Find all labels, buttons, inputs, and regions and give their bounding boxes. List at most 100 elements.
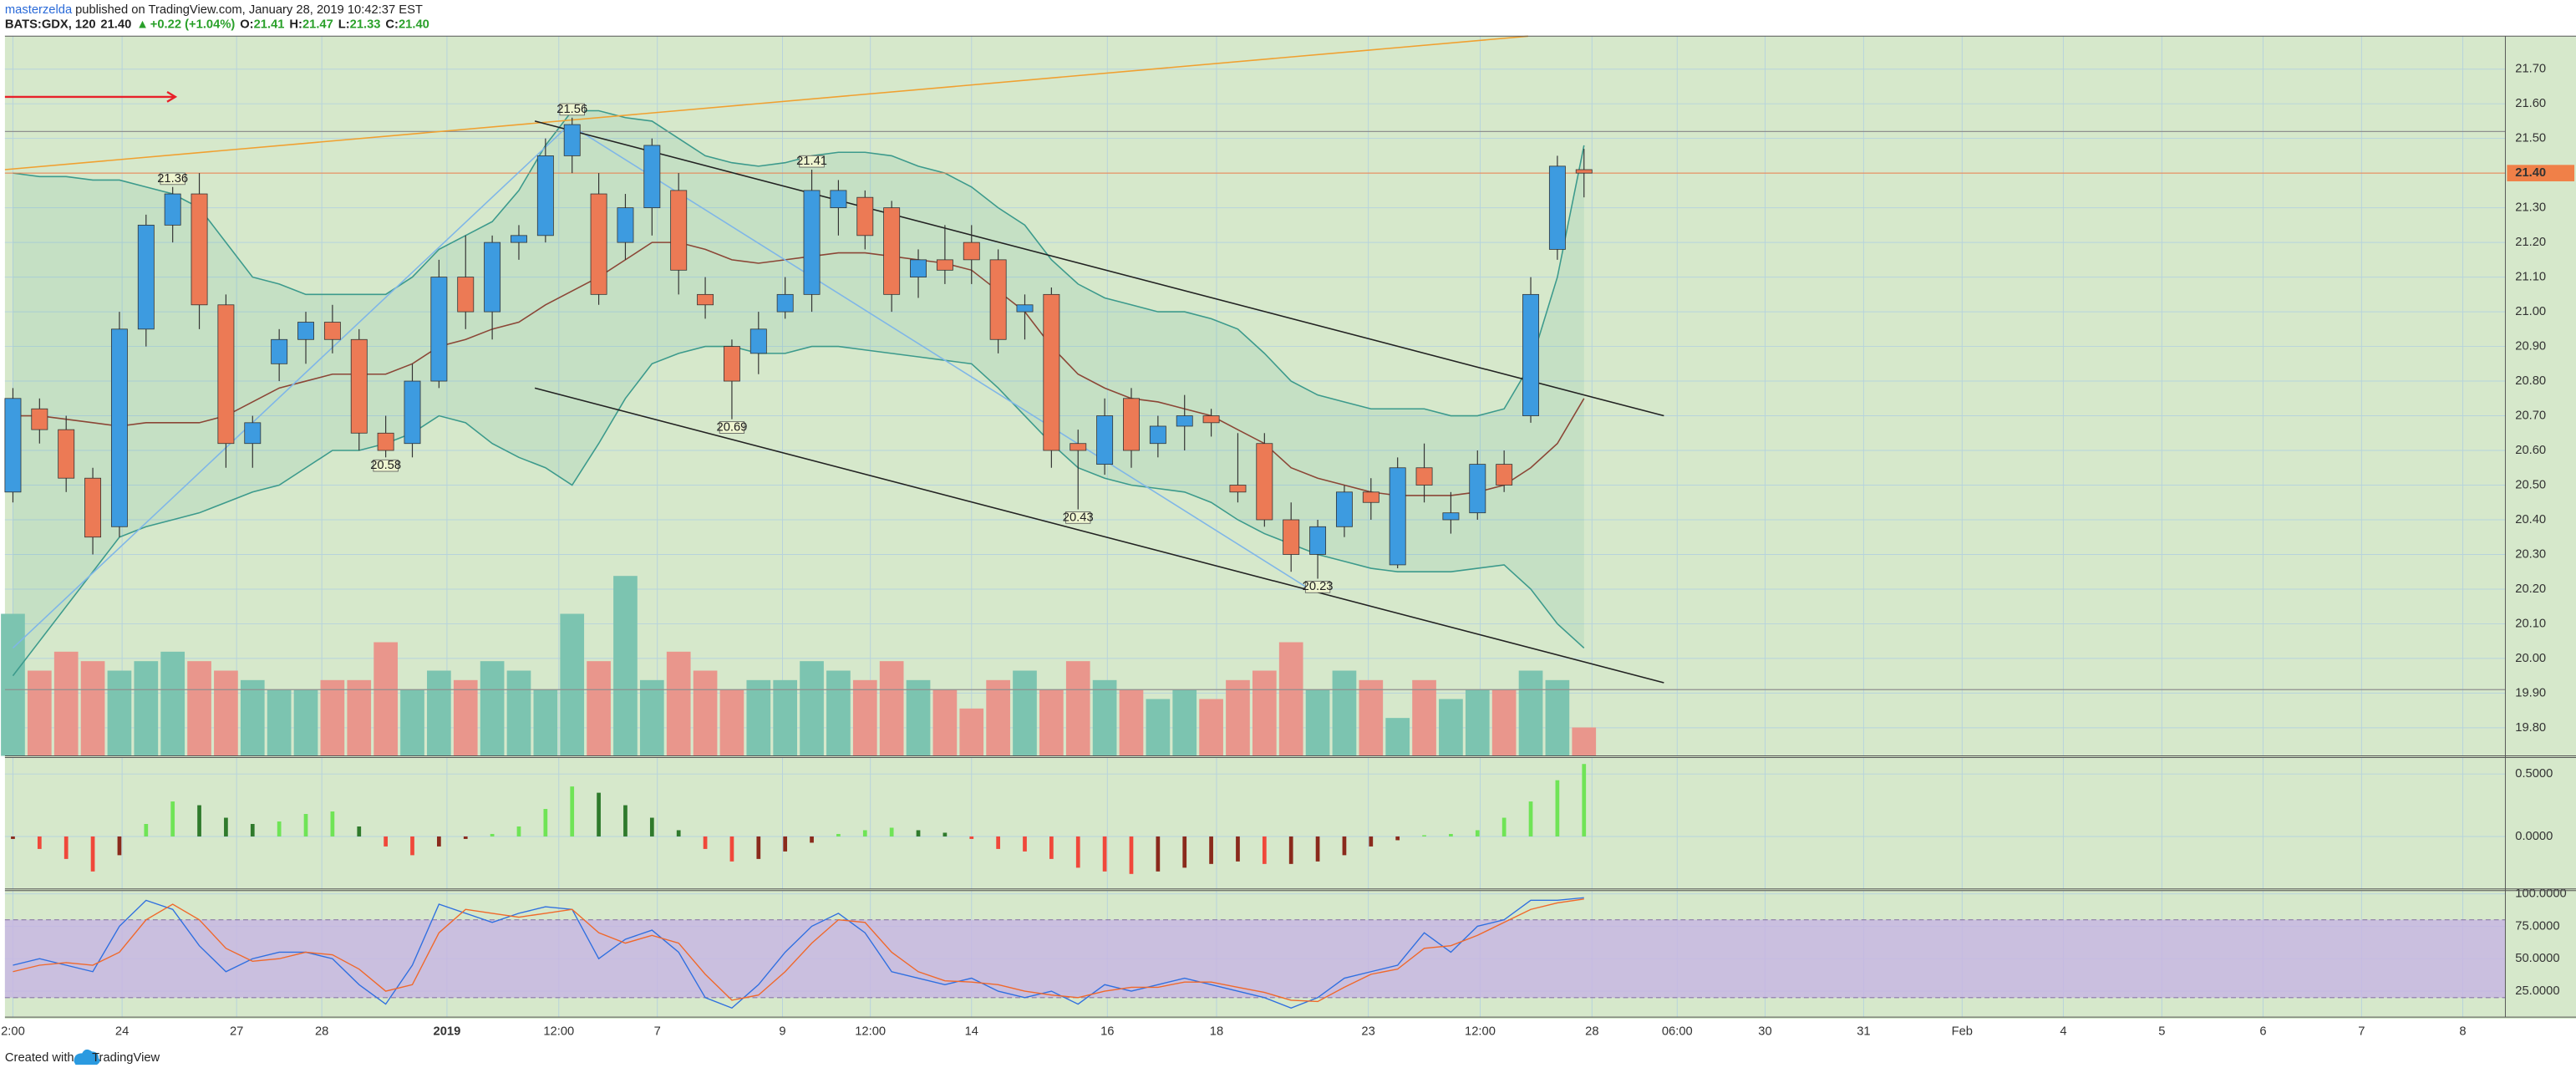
candle-body: [1442, 512, 1460, 521]
volume-bar: [773, 679, 798, 756]
y-tick-label: 0.5000: [2515, 767, 2553, 781]
stoch-line: [13, 898, 1584, 1003]
histogram-bar: [783, 836, 788, 852]
volume-bar: [1119, 689, 1144, 756]
candle-body: [749, 328, 767, 354]
histogram-bar: [410, 836, 414, 856]
volume-bar: [1491, 689, 1517, 756]
y-tick-label: 25.0000: [2515, 984, 2559, 998]
price-label: 21.41: [796, 155, 827, 168]
band-lower: [12, 345, 1585, 677]
volume-bar: [214, 670, 238, 756]
y-tick-label: 21.60: [2515, 97, 2546, 110]
volume-bar: [746, 679, 771, 756]
histogram-bar: [729, 836, 734, 862]
volume-bar: [719, 689, 744, 756]
arrow-head: [166, 90, 178, 103]
trend-line: [534, 387, 1664, 684]
candle-body: [164, 193, 181, 226]
volume-bar: [560, 613, 585, 756]
histogram-bar: [1129, 836, 1134, 874]
x-tick-label: 28: [1585, 1025, 1598, 1039]
volume-bar: [693, 670, 718, 756]
y-tick-label: 19.90: [2515, 686, 2546, 699]
volume-bar: [427, 670, 451, 756]
candle-body: [511, 235, 527, 243]
volume-bar: [506, 670, 531, 756]
y-tick-label: 21.10: [2515, 270, 2546, 283]
candle-body: [1469, 464, 1486, 514]
volume-bar: [240, 679, 265, 756]
volume-bar: [480, 661, 505, 756]
x-tick-label: Feb: [1952, 1025, 1973, 1039]
footer-brand[interactable]: TradingView: [92, 1051, 160, 1065]
candle-body: [1283, 519, 1300, 555]
x-tick-label: 27: [230, 1025, 243, 1039]
candle-body: [1070, 443, 1087, 451]
histogram-bar: [144, 823, 149, 837]
volume-bar: [639, 679, 664, 756]
volume-bar: [852, 679, 877, 756]
histogram-bar: [623, 805, 627, 837]
candle-body: [58, 429, 75, 479]
candle-body: [1096, 415, 1114, 465]
volume-bar: [1572, 727, 1597, 756]
candle-body: [323, 322, 341, 340]
volume-bar: [1545, 679, 1570, 756]
candle-body: [244, 422, 262, 445]
histogram-bar: [1075, 836, 1080, 868]
histogram-bar: [649, 817, 654, 837]
candle-body: [1149, 425, 1166, 445]
h: 21.47: [302, 18, 333, 31]
trend-line: [4, 35, 1528, 170]
y-tick-label: 21.00: [2515, 305, 2546, 318]
histogram-bar: [570, 786, 575, 837]
author[interactable]: masterzelda: [5, 3, 73, 17]
volume-bar: [320, 679, 345, 756]
logo: [74, 1049, 100, 1065]
volume-bar: [1252, 670, 1277, 756]
y-tick-label: 20.80: [2515, 374, 2546, 388]
band-zone: [4, 919, 2506, 998]
histogram-bar: [703, 836, 708, 849]
y-tick-label: 20.40: [2515, 513, 2546, 526]
histogram-bar: [1369, 836, 1374, 847]
histogram-bar: [597, 792, 601, 837]
y-tick-label: 75.0000: [2515, 919, 2559, 933]
footer-created: Created with: [5, 1051, 74, 1065]
volume-bar: [1013, 670, 1037, 756]
x-tick-label: 2019: [434, 1025, 461, 1039]
candle-body: [430, 277, 448, 382]
histogram-bar: [543, 809, 548, 837]
candle-body: [1043, 293, 1060, 451]
histogram-bar: [357, 826, 362, 837]
histogram-bar: [1288, 836, 1293, 864]
histogram-bar: [1449, 833, 1453, 837]
c: 21.40: [399, 18, 429, 31]
histogram-bar: [197, 805, 201, 837]
price-label: 20.58: [370, 459, 401, 472]
volume-bar: [1172, 689, 1197, 756]
y-tick-label: 20.60: [2515, 444, 2546, 457]
histogram-bar: [463, 836, 468, 839]
band-fill: [13, 110, 1584, 676]
y-tick-label: 19.80: [2515, 721, 2546, 735]
candle-body: [723, 346, 740, 382]
volume-bar: [1065, 661, 1090, 756]
histogram-bar: [836, 833, 841, 837]
histogram-bar: [490, 833, 495, 837]
candle-body: [1335, 491, 1353, 527]
volume-bar: [959, 708, 984, 756]
candle-body: [1229, 485, 1247, 493]
candle-body: [191, 193, 208, 306]
price-label-box: [160, 172, 185, 186]
candle-body: [1548, 165, 1566, 250]
x-tick-label: 12:00: [543, 1025, 574, 1039]
volume-bar: [373, 642, 398, 756]
histogram-bar: [676, 830, 681, 837]
x-tick-label: 2:00: [1, 1025, 25, 1039]
trend-line: [534, 120, 1664, 417]
histogram-bar: [1582, 764, 1587, 837]
y-tick-label: 21.20: [2515, 236, 2546, 249]
